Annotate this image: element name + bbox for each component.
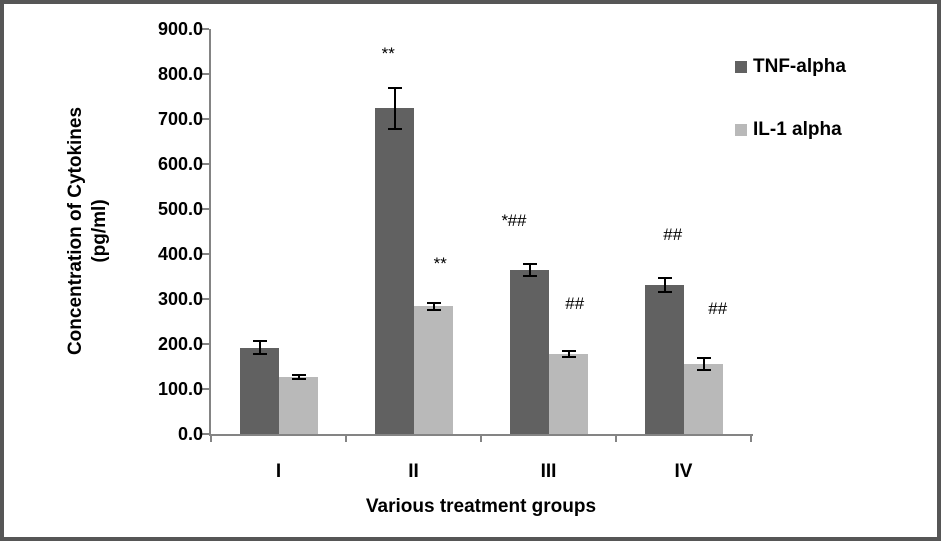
y-axis-tick bbox=[202, 343, 209, 345]
bar-tnf-alpha-group-IV bbox=[645, 285, 684, 434]
bar-il-1-alpha-group-II bbox=[414, 306, 453, 434]
x-axis-tick bbox=[210, 436, 212, 442]
error-bar bbox=[696, 357, 711, 372]
legend-item-tnf-alpha: TNF-alpha bbox=[735, 56, 846, 78]
legend-label-il-1-alpha: IL-1 alpha bbox=[753, 119, 842, 140]
x-axis-tick bbox=[345, 436, 347, 442]
y-tick-label: 500.0 bbox=[157, 199, 203, 219]
y-tick-label: 600.0 bbox=[157, 154, 203, 174]
x-category-label: IV bbox=[674, 461, 693, 482]
y-axis-tick bbox=[202, 163, 209, 165]
y-tick-label: 200.0 bbox=[157, 334, 203, 354]
x-axis-tick bbox=[615, 436, 617, 442]
error-bar bbox=[522, 263, 537, 278]
y-axis-tick bbox=[202, 298, 209, 300]
x-axis-tick bbox=[750, 436, 752, 442]
legend-marker-il-1-alpha bbox=[735, 124, 747, 136]
x-axis-line bbox=[209, 434, 753, 436]
significance-annotation: ## bbox=[565, 294, 584, 314]
x-axis-tick bbox=[480, 436, 482, 442]
error-bar bbox=[561, 350, 576, 359]
y-tick-label: 800.0 bbox=[157, 64, 203, 84]
error-bar bbox=[387, 86, 402, 130]
significance-annotation: ** bbox=[432, 253, 447, 273]
x-category-label: I bbox=[275, 461, 282, 482]
error-bar bbox=[426, 301, 441, 311]
y-axis-title-line1: Concentration of Cytokines bbox=[65, 106, 86, 356]
error-bar bbox=[291, 373, 306, 380]
x-category-label: III bbox=[540, 461, 557, 482]
legend-item-il-1-alpha: IL-1 alpha bbox=[735, 119, 846, 141]
bar-il-1-alpha-group-IV bbox=[684, 364, 723, 434]
y-tick-label: 300.0 bbox=[157, 289, 203, 309]
y-axis-line bbox=[209, 29, 211, 436]
significance-annotation: ** bbox=[380, 43, 395, 63]
bar-il-1-alpha-group-III bbox=[549, 354, 588, 434]
plot-area: 0.0 100.0 200.0 300.0 400.0 500.0 600.0 700.0 80… bbox=[158, 19, 753, 482]
significance-annotation: ## bbox=[663, 224, 682, 244]
bar-il-1-alpha-group-I bbox=[279, 376, 318, 434]
significance-annotation: ## bbox=[708, 298, 727, 318]
y-axis-tick bbox=[202, 73, 209, 75]
y-axis-tick bbox=[202, 208, 209, 210]
y-tick-label: 700.0 bbox=[157, 109, 203, 129]
significance-annotation: *## bbox=[500, 211, 527, 231]
legend-marker-tnf-alpha bbox=[735, 61, 747, 73]
error-bar bbox=[657, 277, 672, 293]
y-axis-title-line2: (pg/ml) bbox=[89, 199, 110, 263]
legend-label-tnf-alpha: TNF-alpha bbox=[753, 56, 846, 77]
bar-tnf-alpha-group-III bbox=[510, 270, 549, 434]
legend: TNF-alpha IL-1 alpha bbox=[735, 56, 846, 141]
x-axis-title: Various treatment groups bbox=[365, 496, 597, 517]
y-axis-tick bbox=[202, 433, 209, 435]
y-tick-label: 900.0 bbox=[157, 19, 203, 39]
y-axis-title: Concentration of Cytokines (pg/ml) bbox=[64, 107, 112, 355]
y-tick-label: 0.0 bbox=[177, 424, 203, 444]
y-axis-tick bbox=[202, 388, 209, 390]
bar-tnf-alpha-group-II bbox=[375, 108, 414, 434]
y-axis-tick bbox=[202, 118, 209, 120]
y-tick-label: 100.0 bbox=[157, 379, 203, 399]
y-tick-label: 400.0 bbox=[157, 244, 203, 264]
y-axis-tick bbox=[202, 253, 209, 255]
x-category-label: II bbox=[408, 461, 419, 482]
y-axis-tick bbox=[202, 28, 209, 30]
error-bar bbox=[252, 340, 267, 355]
bar-tnf-alpha-group-I bbox=[240, 347, 279, 434]
